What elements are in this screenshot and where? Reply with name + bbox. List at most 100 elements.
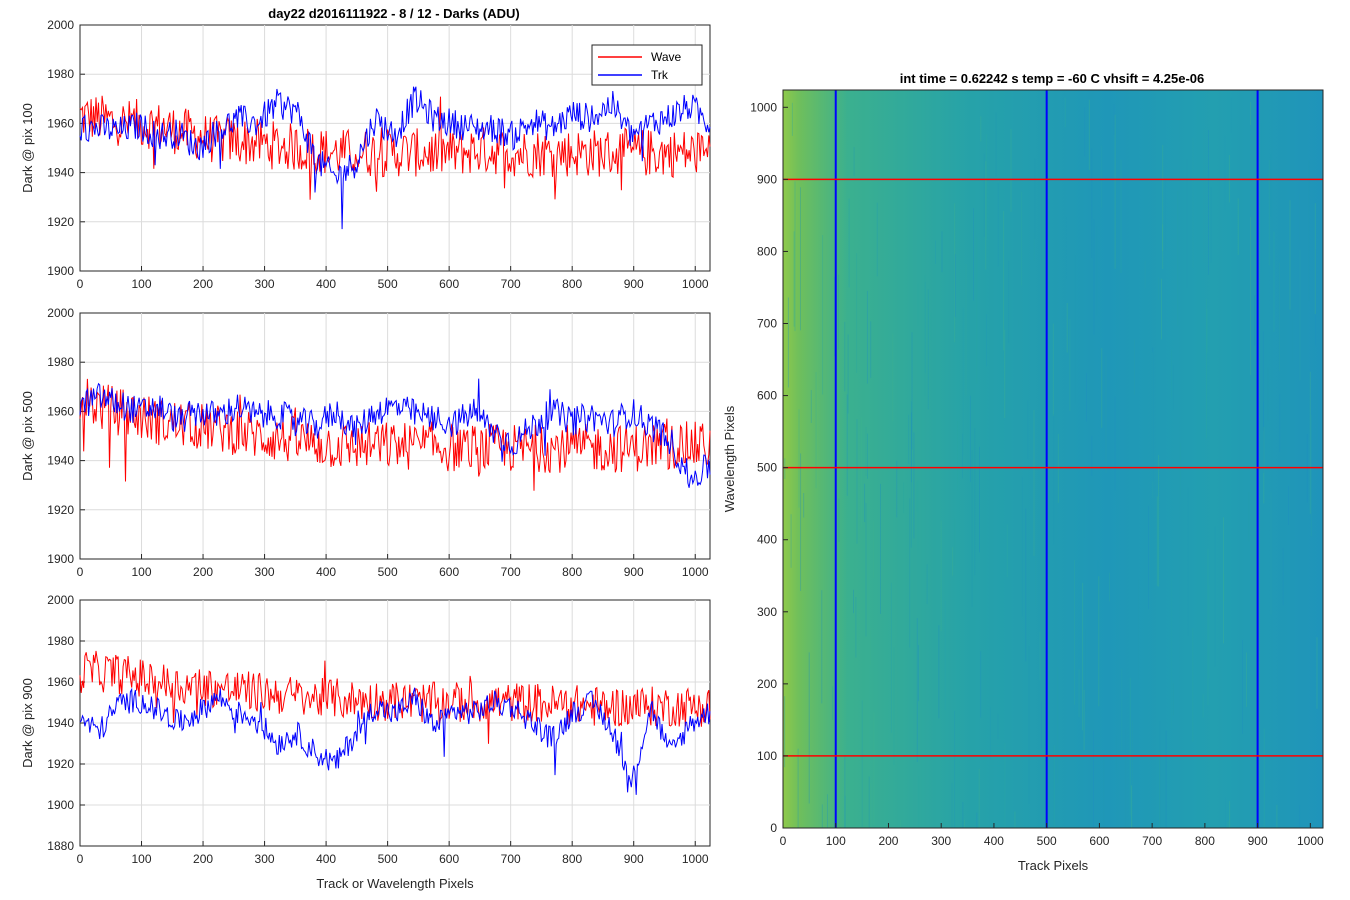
series-line-trk	[79, 687, 711, 795]
grid-lines	[79, 312, 710, 560]
y-tick-label: 1940	[47, 454, 74, 468]
x-tick-label: 800	[562, 565, 582, 579]
series-line-trk	[79, 378, 711, 488]
y-axis-label: Dark @ pix 900	[20, 678, 35, 768]
x-tick-label: 700	[1142, 834, 1162, 848]
heatmap-texture	[782, 97, 1318, 828]
x-tick-label: 300	[255, 277, 275, 291]
heatmap-title: int time = 0.62242 s temp = -60 C vhsift…	[900, 71, 1205, 86]
y-tick-label: 1920	[47, 503, 74, 517]
x-tick-label: 1000	[682, 852, 709, 866]
y-tick-label: 1960	[47, 675, 74, 689]
x-axis-label: Track or Wavelength Pixels	[316, 876, 474, 891]
x-tick-label: 0	[77, 565, 84, 579]
y-tick-label: 2000	[47, 593, 74, 607]
x-tick-label: 300	[931, 834, 951, 848]
x-tick-label: 1000	[682, 277, 709, 291]
x-tick-label: 300	[255, 565, 275, 579]
y-tick-label: 200	[757, 677, 777, 691]
y-tick-labels: 1900 1920 1940 1960 1980 2000	[47, 306, 74, 566]
y-tick-label: 1880	[47, 839, 74, 853]
legend: Wave Trk	[591, 44, 703, 86]
x-tick-label: 1000	[682, 565, 709, 579]
x-tick-label: 500	[378, 277, 398, 291]
y-axis-label: Dark @ pix 500	[20, 391, 35, 481]
legend-label-trk: Trk	[651, 68, 669, 82]
x-tick-label: 900	[624, 565, 644, 579]
x-tick-label: 200	[193, 277, 213, 291]
figure-title: day22 d2016111922 - 8 / 12 - Darks (ADU)	[268, 6, 519, 21]
series-line-trk	[79, 86, 711, 230]
series-layer	[79, 86, 711, 230]
y-tick-label: 300	[757, 605, 777, 619]
series-layer	[79, 378, 711, 491]
panel-pix-500: 1900 1920 1940 1960 1980 2000 0 100 200 300 400 50…	[20, 306, 711, 579]
x-tick-label: 0	[780, 834, 787, 848]
y-tick-label: 700	[757, 317, 777, 331]
x-tick-label: 500	[378, 852, 398, 866]
y-tick-label: 1980	[47, 634, 74, 648]
x-tick-label: 600	[439, 852, 459, 866]
legend-label-wave: Wave	[651, 50, 682, 64]
series-line-wave	[79, 650, 711, 744]
y-tick-label: 500	[757, 461, 777, 475]
y-tick-label: 2000	[47, 18, 74, 32]
x-tick-label: 100	[132, 277, 152, 291]
y-tick-label: 1900	[47, 798, 74, 812]
x-tick-label: 200	[193, 565, 213, 579]
heatmap-image	[783, 90, 1323, 828]
x-tick-label: 900	[1248, 834, 1268, 848]
x-tick-label: 700	[501, 565, 521, 579]
heatmap-x-axis-label: Track Pixels	[1018, 858, 1089, 873]
panel-pix-100: 1900 1920 1940 1960 1980 2000 0 100 200 300 400 50…	[20, 18, 711, 291]
y-tick-label: 1980	[47, 355, 74, 369]
x-tick-label: 600	[439, 565, 459, 579]
x-tick-label: 0	[77, 852, 84, 866]
y-tick-label: 1940	[47, 166, 74, 180]
y-tick-label: 1960	[47, 116, 74, 130]
y-tick-label: 600	[757, 389, 777, 403]
y-axis-label: Dark @ pix 100	[20, 103, 35, 193]
legend-box	[591, 44, 703, 86]
y-tick-label: 100	[757, 749, 777, 763]
y-tick-label: 1940	[47, 716, 74, 730]
x-tick-labels: 0 100 200 300 400 500 600 700 800 900 1000	[77, 565, 709, 579]
y-tick-label: 800	[757, 244, 777, 258]
series-line-wave	[79, 95, 711, 200]
y-tick-labels: 0 100 200 300 400 500 600 700 800 900 1000	[750, 100, 777, 835]
x-tick-label: 500	[1037, 834, 1057, 848]
y-tick-label: 1000	[750, 100, 777, 114]
y-tick-label: 1900	[47, 264, 74, 278]
x-tick-label: 400	[316, 565, 336, 579]
heatmap-frame	[782, 89, 1324, 829]
x-tick-label: 800	[562, 852, 582, 866]
x-tick-label: 400	[984, 834, 1004, 848]
y-tick-labels: 1880 1900 1920 1940 1960 1980 2000	[47, 593, 74, 853]
x-tick-label: 100	[132, 565, 152, 579]
y-tick-label: 1920	[47, 757, 74, 771]
y-tick-label: 400	[757, 533, 777, 547]
x-tick-label: 500	[378, 565, 398, 579]
panel-heatmap: int time = 0.62242 s temp = -60 C vhsift…	[722, 71, 1324, 873]
y-tick-label: 1920	[47, 215, 74, 229]
x-tick-label: 900	[624, 277, 644, 291]
x-tick-label: 700	[501, 277, 521, 291]
x-tick-label: 0	[77, 277, 84, 291]
x-tick-label: 200	[193, 852, 213, 866]
y-tick-label: 0	[770, 821, 777, 835]
x-tick-labels: 0 100 200 300 400 500 600 700 800 900 1000	[77, 852, 709, 866]
x-tick-label: 800	[562, 277, 582, 291]
panel-pix-900: 1880 1900 1920 1940 1960 1980 2000 0 100 200 300 4…	[20, 593, 711, 891]
x-tick-label: 800	[1195, 834, 1215, 848]
y-tick-label: 1900	[47, 552, 74, 566]
series-line-wave	[79, 378, 711, 491]
x-tick-label: 100	[826, 834, 846, 848]
heatmap-y-axis-label: Wavelength Pixels	[722, 405, 737, 512]
x-tick-label: 400	[316, 852, 336, 866]
y-tick-label: 900	[757, 172, 777, 186]
x-tick-label: 900	[624, 852, 644, 866]
y-tick-label: 1960	[47, 404, 74, 418]
x-tick-label: 300	[255, 852, 275, 866]
x-tick-label: 1000	[1297, 834, 1324, 848]
